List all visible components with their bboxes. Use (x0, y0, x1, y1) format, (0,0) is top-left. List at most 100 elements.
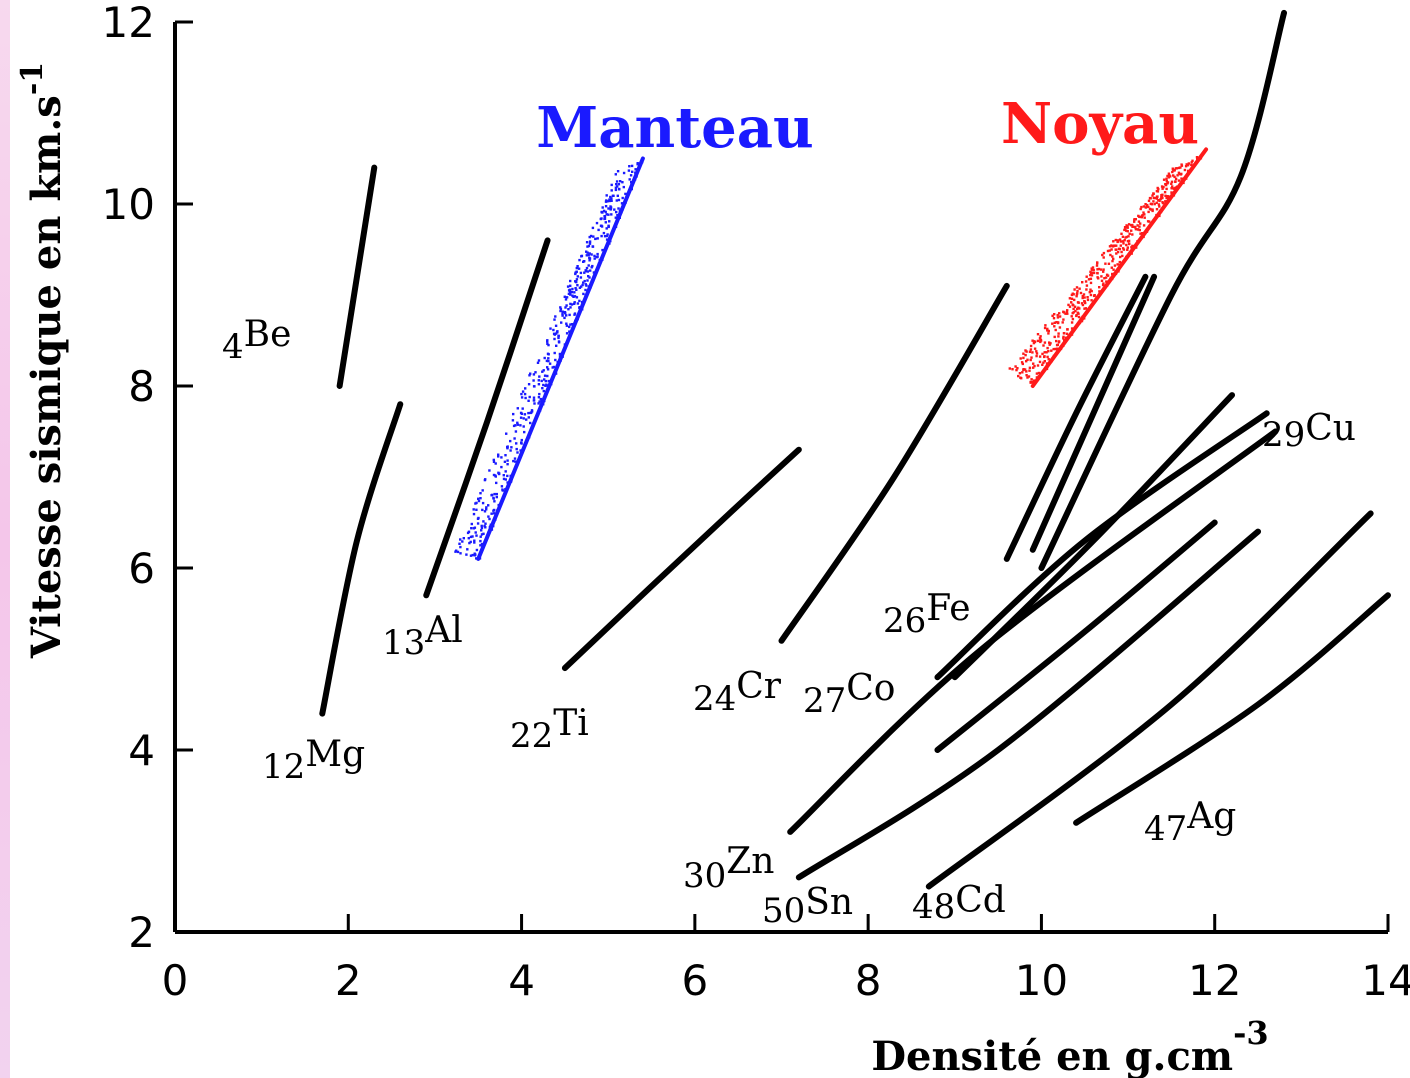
region-dot (1039, 340, 1042, 344)
region-dot (1017, 374, 1020, 378)
region-dot (475, 501, 478, 505)
region-dot (1102, 256, 1105, 259)
region-dot (477, 497, 480, 500)
region-dot (538, 400, 541, 403)
region-dot (561, 310, 564, 313)
region-dot (568, 325, 571, 329)
region-dot (1190, 161, 1193, 164)
region-dot (608, 220, 611, 223)
region-dot (1133, 218, 1136, 222)
region-dot (1030, 356, 1033, 359)
region-dot (561, 314, 564, 317)
region-dot (1028, 369, 1031, 372)
region-dot (1053, 335, 1056, 339)
region-dot (610, 183, 613, 187)
region-dot (1137, 228, 1140, 231)
region-dot (1055, 339, 1058, 343)
region-dot (1047, 350, 1050, 353)
region-dot (1171, 187, 1174, 190)
region-dot (1142, 205, 1146, 208)
region-dot (591, 264, 594, 268)
region-dot (553, 318, 556, 321)
region-dot (1067, 303, 1070, 307)
region-dot (480, 524, 483, 528)
region-dot (1072, 307, 1075, 311)
region-dot (1126, 230, 1129, 233)
region-dot (596, 237, 599, 240)
region-dot (506, 445, 509, 448)
region-dot (616, 194, 619, 197)
y-axis-title: Vitesse sismique en km.s-1 (15, 62, 70, 659)
region-dot (1103, 277, 1106, 280)
region-dot (577, 267, 581, 270)
region-dot (538, 392, 541, 396)
region-dot (567, 292, 571, 295)
region-dot (502, 477, 506, 481)
region-dot (1075, 286, 1079, 289)
region-dot (552, 328, 555, 332)
region-dot (605, 227, 608, 230)
region-dot (580, 255, 583, 258)
region-dot (1057, 332, 1060, 335)
region-dot (565, 304, 568, 307)
region-dot (459, 552, 462, 555)
region-dot (587, 264, 590, 267)
region-dot (1027, 375, 1031, 378)
region-dot (1043, 351, 1046, 354)
region-dot (520, 441, 523, 444)
region-dot (547, 353, 550, 356)
region-dot (472, 508, 475, 511)
region-dot (1122, 240, 1125, 243)
region-dot (1025, 370, 1028, 373)
region-dot (484, 522, 487, 525)
region-dot (543, 374, 547, 377)
region-dot (569, 291, 572, 294)
region-dot (1151, 194, 1154, 197)
region-dot (1131, 225, 1134, 228)
region-dot (492, 496, 495, 500)
region-dot (495, 481, 498, 485)
region-dot (1122, 248, 1126, 251)
region-dot (540, 379, 543, 383)
region-dot (1025, 374, 1028, 377)
region-dot (603, 217, 606, 221)
region-dot (479, 535, 482, 538)
element-label-al: 13Al (382, 610, 463, 663)
region-dot (1033, 347, 1037, 350)
region-dot (1062, 335, 1065, 339)
region-dot (546, 340, 549, 343)
region-dot (575, 288, 578, 291)
region-dot (591, 245, 595, 248)
region-dot (1116, 250, 1120, 254)
region-dot (1075, 314, 1078, 318)
region-dot (614, 216, 617, 219)
region-dot (587, 244, 591, 248)
region-dot (566, 285, 570, 288)
region-dot (1107, 262, 1111, 265)
region-noyau (1008, 147, 1209, 388)
region-dot (568, 289, 572, 293)
region-dot (1173, 187, 1176, 190)
region-dot (1142, 211, 1145, 214)
region-dot (1123, 239, 1126, 242)
region-dot (558, 352, 562, 356)
region-dot (589, 234, 593, 238)
region-dot (482, 532, 485, 535)
element-label-be: 4Be (222, 314, 291, 367)
region-dot (1020, 361, 1024, 364)
region-dot (1125, 225, 1128, 229)
region-dot (485, 506, 488, 509)
region-dot (564, 306, 567, 309)
region-dot (480, 533, 484, 536)
curve-co (1029, 273, 1158, 553)
region-dot (567, 308, 570, 311)
element-label-ag: 47Ag (1144, 796, 1236, 849)
region-dot (1111, 272, 1114, 276)
region-dot (560, 321, 563, 324)
region-dot (469, 540, 472, 544)
region-dot (473, 541, 476, 544)
region-dot (471, 535, 474, 538)
region-dot (573, 295, 577, 298)
region-dot (468, 541, 471, 545)
region-dot (1071, 312, 1074, 315)
